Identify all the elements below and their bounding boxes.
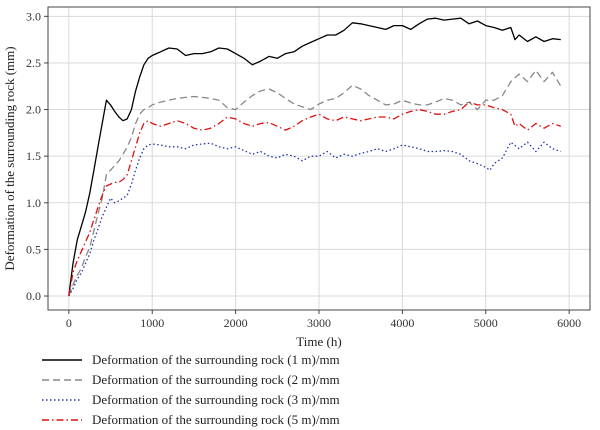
y-tick-label: 0.5 [26, 242, 41, 256]
legend-item-series-4: Deformation of the surrounding rock (5 m… [40, 410, 440, 430]
legend-swatch-series-1 [42, 359, 82, 361]
legend-label-series-3: Deformation of the surrounding rock (3 m… [92, 392, 340, 407]
series-line-4 [68, 101, 562, 297]
y-axis-title: Deformation of the surrounding rock (mm) [2, 46, 17, 270]
x-tick-label: 5000 [474, 316, 498, 330]
x-axis-title: Time (h) [296, 334, 341, 349]
legend-item-series-2: Deformation of the surrounding rock (2 m… [40, 370, 440, 390]
x-tick-label: 1000 [140, 316, 164, 330]
legend-swatch-series-4 [42, 419, 82, 421]
series-line-3 [68, 141, 562, 297]
legend-swatch-series-3 [42, 399, 82, 401]
x-tick-label: 3000 [307, 316, 331, 330]
y-tick-label: 0.0 [26, 289, 41, 303]
x-tick-label: 2000 [224, 316, 248, 330]
chart-legend: Deformation of the surrounding rock (1 m… [40, 350, 440, 430]
legend-swatch-series-2 [42, 379, 82, 381]
y-tick-label: 2.5 [26, 56, 41, 70]
y-tick-label: 1.5 [26, 149, 41, 163]
legend-label-series-1: Deformation of the surrounding rock (1 m… [92, 352, 340, 367]
x-tick-label: 4000 [390, 316, 414, 330]
x-tick-label: 0 [66, 316, 72, 330]
series-line-1 [68, 17, 561, 297]
legend-label-series-4: Deformation of the surrounding rock (5 m… [92, 412, 340, 427]
legend-label-series-2: Deformation of the surrounding rock (2 m… [92, 372, 340, 387]
y-tick-label: 1.0 [26, 196, 41, 210]
series-line-2 [68, 69, 562, 297]
x-axis-ticks: 0 1000 2000 3000 4000 5000 6000 [66, 310, 581, 330]
series-layer [68, 17, 562, 297]
grid-lines [48, 7, 590, 310]
y-tick-label: 3.0 [26, 9, 41, 23]
x-tick-label: 6000 [557, 316, 581, 330]
y-axis-ticks: 0.0 0.5 1.0 1.5 2.0 2.5 3.0 [26, 9, 48, 303]
y-tick-label: 2.0 [26, 103, 41, 117]
legend-item-series-1: Deformation of the surrounding rock (1 m… [40, 350, 440, 370]
legend-item-series-3: Deformation of the surrounding rock (3 m… [40, 390, 440, 410]
